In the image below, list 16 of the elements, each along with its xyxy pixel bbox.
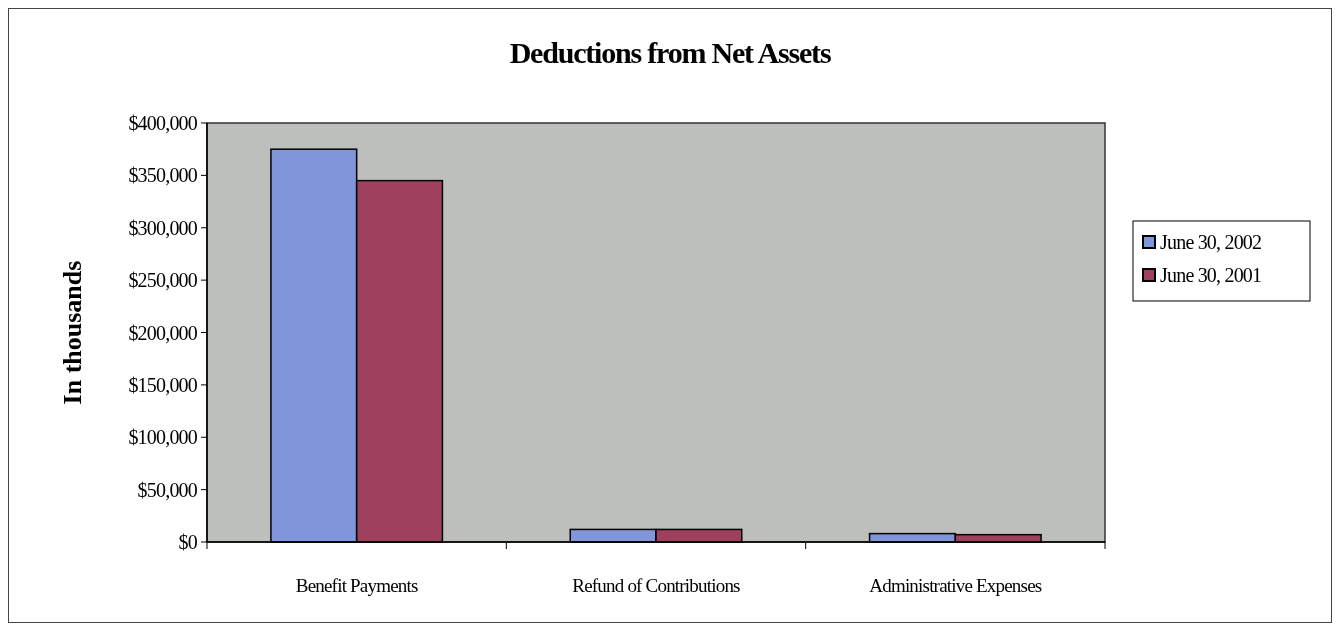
x-tick-label: Refund of Contributions	[572, 575, 741, 596]
y-tick-label: $250,000	[128, 269, 198, 292]
y-tick-label: $0	[178, 531, 198, 553]
y-tick-label: $100,000	[128, 426, 198, 449]
y-tick-label: $350,000	[128, 164, 198, 187]
y-tick-label: $200,000	[128, 321, 198, 344]
x-tick-label: Administrative Expenses	[869, 575, 1042, 596]
y-tick-label: $300,000	[128, 216, 198, 239]
legend-label: June 30, 2002	[1160, 231, 1262, 253]
y-tick-label: $400,000	[128, 112, 198, 134]
legend-label: June 30, 2001	[1160, 264, 1262, 286]
x-tick-label: Benefit Payments	[295, 575, 418, 596]
chart-title: Deductions from Net Assets	[509, 36, 831, 69]
y-tick-label: $50,000	[137, 478, 198, 501]
y-tick-label: $150,000	[128, 373, 198, 396]
y-axis-title: In thousands	[58, 260, 87, 405]
